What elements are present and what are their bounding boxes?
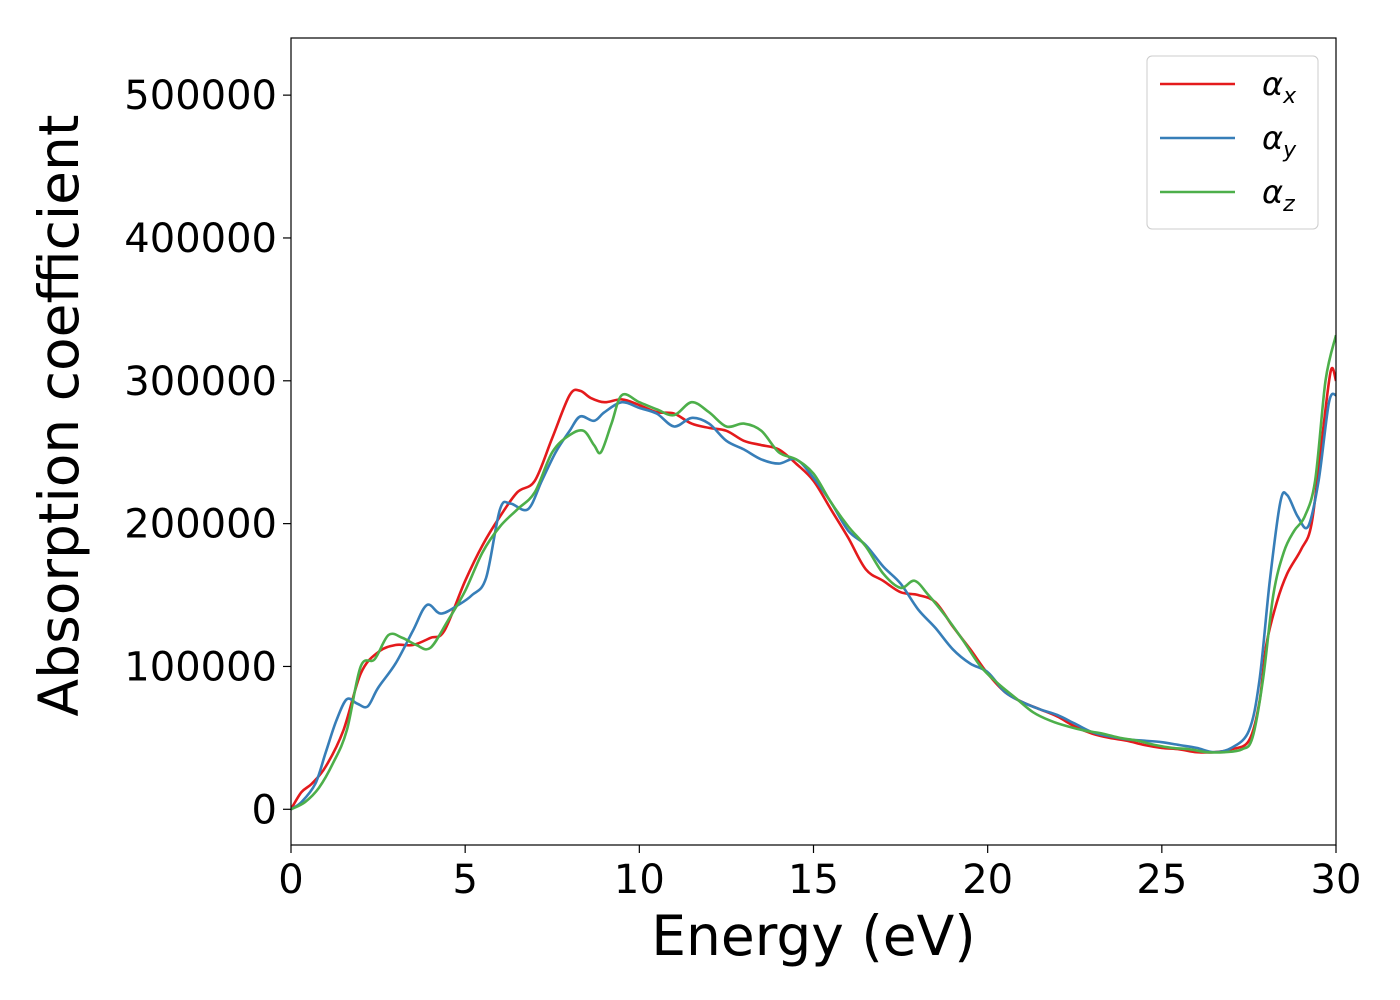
y-tick-label: 0 — [252, 787, 277, 833]
x-tick-label: 5 — [452, 857, 477, 903]
x-tick-label: 20 — [962, 857, 1013, 903]
y-tick-label: 400000 — [124, 216, 277, 262]
series-line-z — [291, 334, 1336, 811]
legend-subscript: z — [1282, 192, 1295, 217]
y-tick-label: 100000 — [124, 644, 277, 690]
x-tick-label: 10 — [614, 857, 665, 903]
legend-label-y: αy — [1262, 119, 1297, 163]
y-tick-label: 200000 — [124, 502, 277, 548]
legend-symbol: α — [1262, 173, 1283, 211]
legend-symbol: α — [1262, 65, 1283, 103]
legend-label-z: αz — [1262, 173, 1295, 217]
legend-label-x: αx — [1262, 65, 1297, 109]
y-axis-label: Absorption coefficient — [27, 115, 91, 717]
y-tick-label: 300000 — [124, 359, 277, 405]
series-line-x — [291, 366, 1336, 810]
y-axis: 0 100000 200000 300000 400000 500000 — [124, 73, 291, 833]
series-layer — [291, 334, 1336, 811]
x-axis: 0 5 10 15 20 25 30 — [278, 845, 1361, 903]
legend-subscript: x — [1282, 84, 1297, 109]
y-tick-label: 500000 — [124, 73, 277, 119]
legend-subscript: y — [1282, 138, 1297, 163]
x-tick-label: 30 — [1311, 857, 1362, 903]
x-axis-label: Energy (eV) — [651, 904, 975, 968]
series-line-y — [291, 392, 1336, 811]
x-tick-label: 25 — [1136, 857, 1187, 903]
legend-box — [1146, 55, 1319, 230]
x-tick-label: 0 — [278, 857, 303, 903]
legend-symbol: α — [1262, 119, 1283, 157]
x-tick-label: 15 — [788, 857, 839, 903]
